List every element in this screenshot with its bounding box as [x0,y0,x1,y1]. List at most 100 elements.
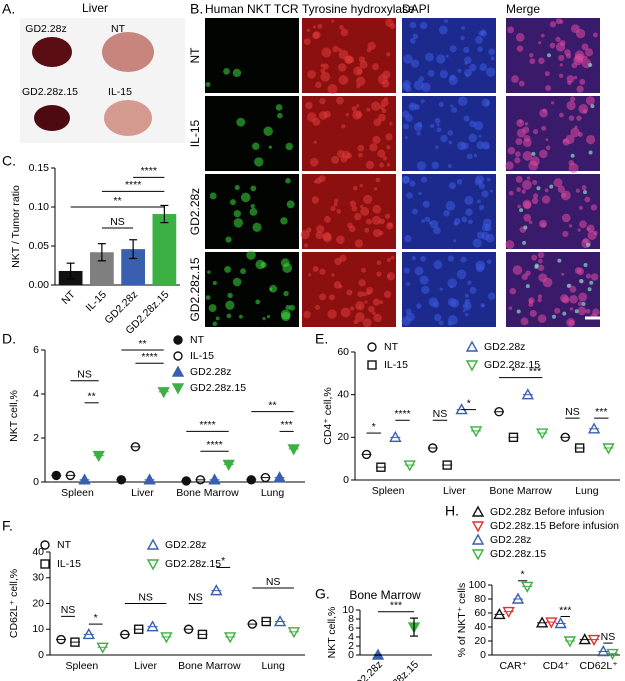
texture [515,151,521,157]
texture [479,63,488,72]
texture [338,75,349,85]
texture [536,186,541,191]
texture [555,42,566,52]
texture [433,226,441,235]
y-tick-label: 0.00 [29,279,50,291]
texture [346,289,353,296]
texture [312,31,320,40]
texture [306,227,312,233]
texture [464,293,469,298]
texture [568,319,575,326]
texture [585,48,594,57]
x-tick-label: Lung [261,487,285,499]
texture [232,277,242,287]
texture [486,259,492,265]
texture [524,122,529,126]
column-header: DAPI [402,2,430,16]
texture [402,175,411,184]
y-axis-label: NKT cell,% [326,607,338,659]
y-tick-label: 10 [32,623,44,635]
texture [405,312,415,322]
significance-label: NS [433,408,448,420]
texture [379,300,384,305]
texture [409,21,417,29]
texture [545,145,551,151]
texture [481,190,489,198]
texture [376,260,382,266]
significance-label: * [94,612,98,624]
significance-label: **** [206,439,222,451]
texture [515,175,523,183]
texture [317,23,323,29]
texture [357,144,365,152]
texture [447,321,453,326]
texture [307,69,317,79]
texture [225,300,235,310]
texture [375,177,381,183]
texture [404,235,412,243]
significance-label: *** [280,419,292,431]
texture [359,204,364,209]
texture [486,177,491,182]
texture [390,255,395,260]
texture [411,208,419,215]
y-tick-label: 2 [33,432,39,444]
texture [411,255,416,261]
texture [365,160,375,170]
texture [528,160,539,171]
texture [490,56,495,61]
y-axis-label: CD4⁺ cell,% [322,387,334,444]
significance-label: *** [559,604,571,616]
texture [522,126,530,134]
texture [478,204,485,211]
texture [330,206,336,212]
texture [420,255,426,262]
texture [581,301,586,306]
legend-label: NT [384,341,399,353]
texture [538,219,548,228]
texture [550,101,555,105]
texture [558,73,564,79]
significance-label: * [511,365,515,377]
texture [586,135,596,145]
legend-marker [471,533,485,545]
texture [309,157,319,167]
texture [544,188,549,193]
texture [587,287,592,292]
texture [322,233,332,243]
texture [420,176,428,183]
panel-letter: C. [2,153,16,169]
x-tick-label: CAR⁺ [499,660,527,672]
significance-label: *** [595,406,607,418]
texture [402,82,410,91]
data-point [222,459,235,471]
texture [538,57,545,65]
legend-label: IL-15 [384,359,408,371]
significance-label: *** [390,600,402,612]
texture [285,178,291,184]
texture [472,238,482,248]
texture [581,238,592,249]
texture [252,222,262,232]
texture [327,84,338,94]
texture [590,104,595,109]
texture [405,281,411,287]
y-tick-label: 0 [38,649,44,661]
data-point [157,387,170,399]
texture [371,311,376,315]
texture [549,184,554,189]
texture [379,162,385,168]
texture [542,108,547,113]
texture [440,134,448,143]
data-point [197,629,208,640]
y-axis-label: % of NKT⁺ cells [456,583,468,657]
data-point [597,645,610,657]
texture [418,76,424,82]
texture [445,54,449,58]
texture [349,306,355,311]
texture [421,219,425,223]
texture [561,272,565,276]
panel-letter: E. [315,331,328,347]
texture [438,101,444,108]
texture [422,200,430,208]
